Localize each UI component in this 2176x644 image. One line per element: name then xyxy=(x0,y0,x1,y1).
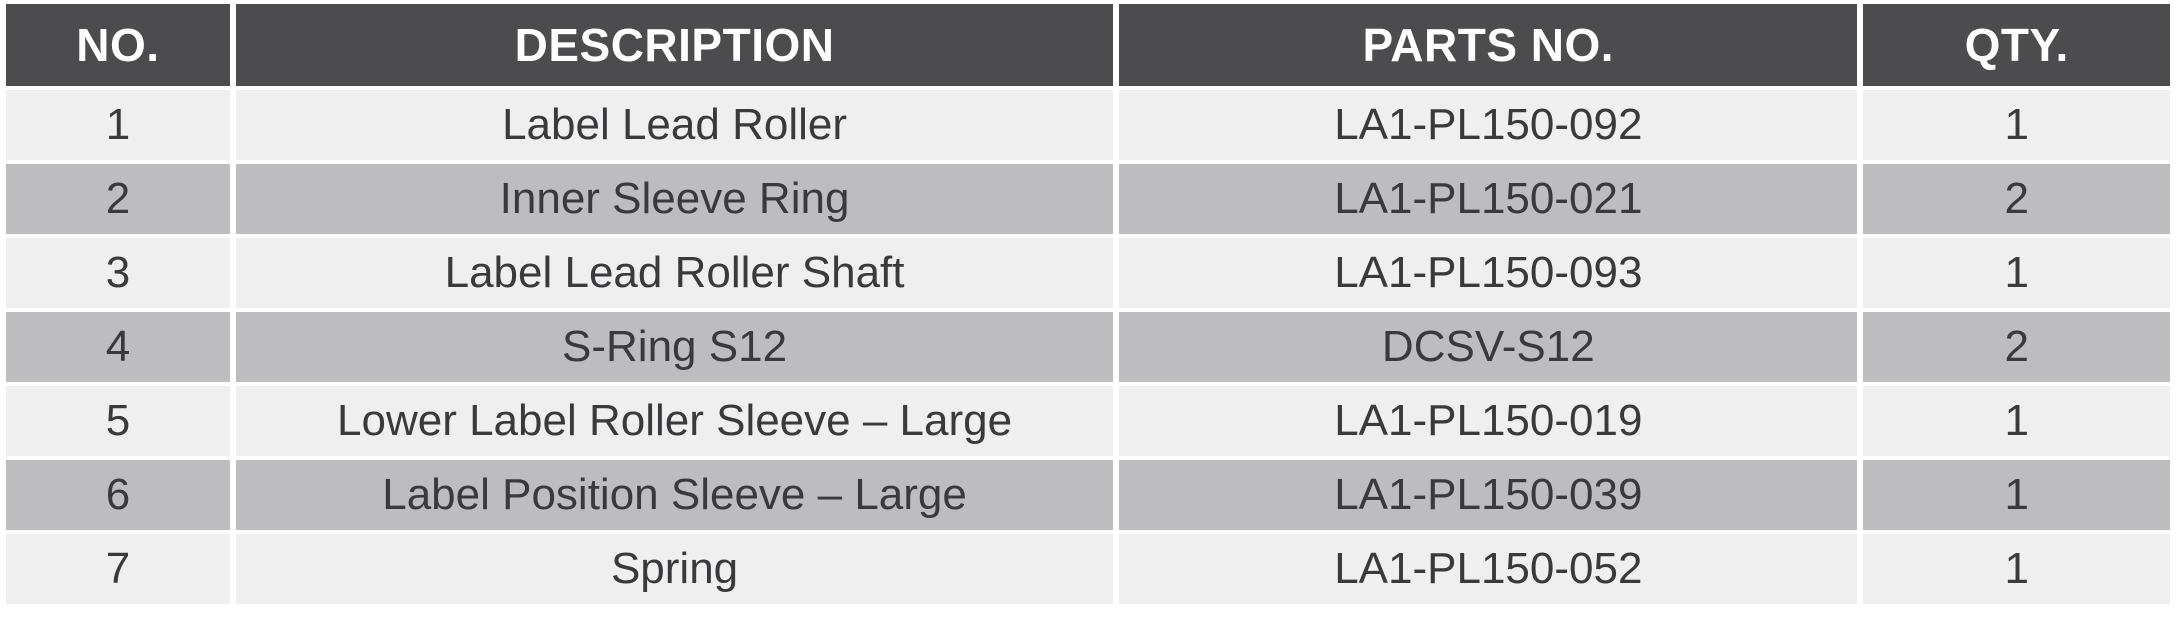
cell-desc: Inner Sleeve Ring xyxy=(236,164,1113,234)
cell-parts: LA1-PL150-093 xyxy=(1119,238,1857,308)
cell-qty: 1 xyxy=(1863,90,2170,160)
cell-qty: 1 xyxy=(1863,238,2170,308)
cell-no: 7 xyxy=(6,534,230,604)
cell-desc: Label Lead Roller xyxy=(236,90,1113,160)
cell-qty: 1 xyxy=(1863,534,2170,604)
table-row: 6 Label Position Sleeve – Large LA1-PL15… xyxy=(6,460,2170,530)
cell-qty: 1 xyxy=(1863,460,2170,530)
cell-parts: LA1-PL150-039 xyxy=(1119,460,1857,530)
parts-table: NO. DESCRIPTION PARTS NO. QTY. 1 Label L… xyxy=(0,0,2176,608)
cell-parts: DCSV-S12 xyxy=(1119,312,1857,382)
table-row: 1 Label Lead Roller LA1-PL150-092 1 xyxy=(6,90,2170,160)
cell-no: 4 xyxy=(6,312,230,382)
table-row: 2 Inner Sleeve Ring LA1-PL150-021 2 xyxy=(6,164,2170,234)
cell-desc: Label Lead Roller Shaft xyxy=(236,238,1113,308)
table-row: 5 Lower Label Roller Sleeve – Large LA1-… xyxy=(6,386,2170,456)
cell-parts: LA1-PL150-092 xyxy=(1119,90,1857,160)
cell-no: 5 xyxy=(6,386,230,456)
cell-no: 6 xyxy=(6,460,230,530)
table-header: NO. DESCRIPTION PARTS NO. QTY. xyxy=(6,4,2170,86)
cell-no: 3 xyxy=(6,238,230,308)
table-row: 3 Label Lead Roller Shaft LA1-PL150-093 … xyxy=(6,238,2170,308)
cell-parts: LA1-PL150-052 xyxy=(1119,534,1857,604)
cell-desc: S-Ring S12 xyxy=(236,312,1113,382)
cell-qty: 1 xyxy=(1863,386,2170,456)
table-row: 7 Spring LA1-PL150-052 1 xyxy=(6,534,2170,604)
table-body: 1 Label Lead Roller LA1-PL150-092 1 2 In… xyxy=(6,90,2170,604)
col-header-qty: QTY. xyxy=(1863,4,2170,86)
table-row: 4 S-Ring S12 DCSV-S12 2 xyxy=(6,312,2170,382)
cell-desc: Spring xyxy=(236,534,1113,604)
col-header-no: NO. xyxy=(6,4,230,86)
cell-desc: Label Position Sleeve – Large xyxy=(236,460,1113,530)
cell-qty: 2 xyxy=(1863,164,2170,234)
col-header-parts: PARTS NO. xyxy=(1119,4,1857,86)
cell-qty: 2 xyxy=(1863,312,2170,382)
col-header-desc: DESCRIPTION xyxy=(236,4,1113,86)
cell-no: 1 xyxy=(6,90,230,160)
cell-no: 2 xyxy=(6,164,230,234)
cell-desc: Lower Label Roller Sleeve – Large xyxy=(236,386,1113,456)
cell-parts: LA1-PL150-019 xyxy=(1119,386,1857,456)
cell-parts: LA1-PL150-021 xyxy=(1119,164,1857,234)
